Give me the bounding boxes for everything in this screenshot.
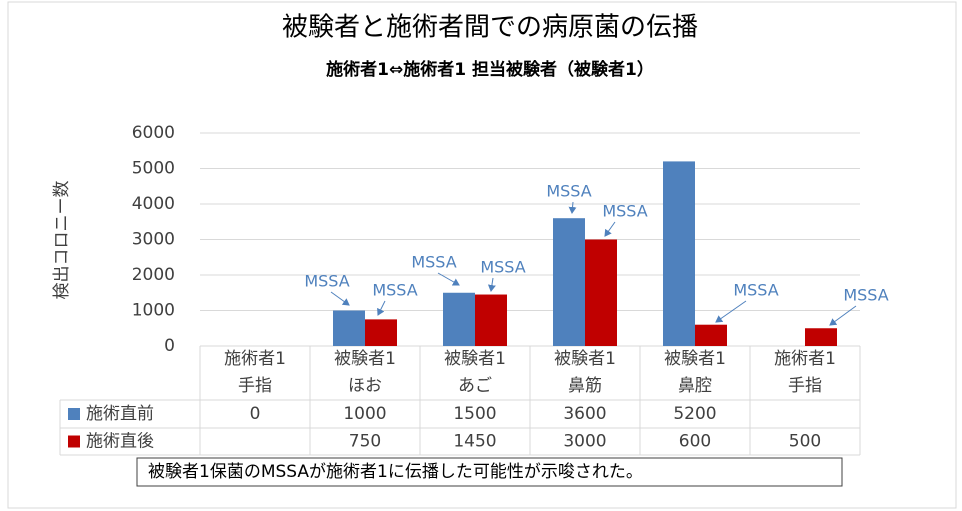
chart-subtitle: 施術者1⇔施術者1 担当被験者（被験者1） bbox=[326, 59, 654, 80]
x-tick-label: 鼻腔 bbox=[678, 376, 712, 396]
legend-label: 施術直後 bbox=[86, 432, 154, 452]
bar bbox=[553, 218, 585, 346]
x-tick-label: 手指 bbox=[238, 376, 272, 396]
annotation-arrow bbox=[487, 277, 496, 292]
bar bbox=[475, 294, 507, 346]
table-value: 500 bbox=[789, 432, 821, 452]
chart-frame bbox=[7, 1, 957, 509]
note-box bbox=[136, 457, 843, 487]
table-value: 3600 bbox=[563, 404, 606, 424]
annotation: MSSA bbox=[602, 202, 647, 221]
table-value: 0 bbox=[250, 404, 261, 424]
y-tick-label: 2000 bbox=[132, 265, 175, 285]
x-tick-label: 手指 bbox=[788, 376, 822, 396]
annotation-arrow bbox=[568, 201, 577, 214]
annotation-arrow bbox=[715, 300, 747, 323]
annotation-arrow bbox=[330, 291, 350, 306]
table-value: 1450 bbox=[453, 432, 496, 452]
annotation-arrow bbox=[604, 221, 616, 237]
bar bbox=[365, 319, 397, 346]
y-tick-label: 1000 bbox=[132, 301, 175, 321]
legend-swatch bbox=[68, 408, 80, 420]
x-tick-label: 被験者1 bbox=[554, 349, 616, 369]
chart-title: 被験者と施術者間での病原菌の伝播 bbox=[282, 13, 698, 43]
table-value: 750 bbox=[349, 432, 381, 452]
x-tick-label: 施術者1 bbox=[774, 349, 836, 369]
x-tick-label: 被験者1 bbox=[664, 349, 726, 369]
legend-label: 施術直前 bbox=[86, 404, 154, 424]
table-value: 3000 bbox=[563, 432, 606, 452]
x-tick-label: 被験者1 bbox=[444, 349, 506, 369]
table-value: 1500 bbox=[453, 404, 496, 424]
annotation: MSSA bbox=[304, 272, 349, 291]
bar bbox=[805, 328, 837, 346]
y-tick-label: 0 bbox=[164, 336, 175, 356]
x-tick-label: 被験者1 bbox=[334, 349, 396, 369]
bar bbox=[663, 161, 695, 346]
y-axis-label: 検出コロニー数 bbox=[52, 181, 72, 300]
annotation: MSSA bbox=[546, 182, 591, 201]
y-tick-label: 4000 bbox=[132, 194, 175, 214]
annotation: MSSA bbox=[843, 286, 888, 305]
bar bbox=[333, 310, 365, 346]
bar bbox=[443, 292, 475, 346]
legend-swatch bbox=[68, 435, 80, 448]
table-value: 600 bbox=[679, 432, 711, 452]
bar bbox=[585, 239, 617, 346]
x-tick-label: ほお bbox=[348, 376, 382, 396]
bar bbox=[695, 324, 727, 346]
annotation: MSSA bbox=[480, 258, 525, 277]
y-tick-label: 5000 bbox=[132, 159, 175, 179]
x-tick-label: あご bbox=[458, 376, 492, 396]
annotation: MSSA bbox=[733, 281, 778, 300]
annotation-arrow bbox=[437, 272, 460, 286]
annotation-arrow bbox=[829, 305, 857, 326]
y-tick-label: 6000 bbox=[132, 123, 175, 143]
annotation: MSSA bbox=[372, 281, 417, 300]
y-tick-label: 3000 bbox=[132, 230, 175, 250]
table-value: 1000 bbox=[343, 404, 386, 424]
x-tick-label: 施術者1 bbox=[224, 349, 286, 369]
annotation: MSSA bbox=[411, 253, 456, 272]
annotation-arrow bbox=[377, 300, 386, 316]
table-value: 5200 bbox=[673, 404, 716, 424]
x-tick-label: 鼻筋 bbox=[568, 376, 602, 396]
note: 被験者1保菌のMSSAが施術者1に伝播した可能性が示唆された。 bbox=[148, 462, 643, 482]
